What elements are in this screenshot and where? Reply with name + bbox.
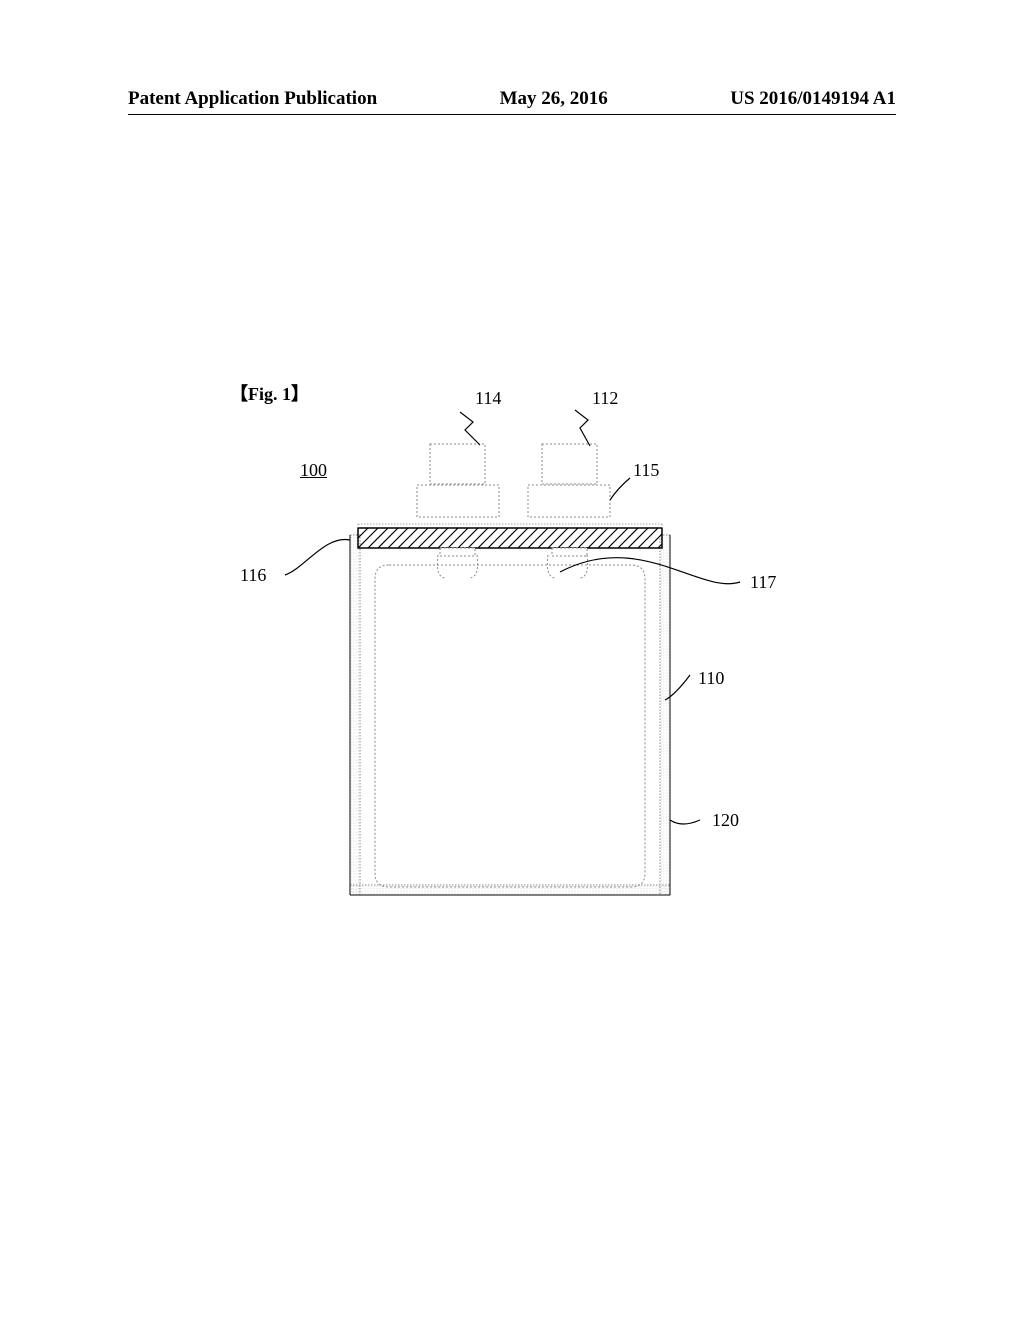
ref-110: 110 [698,668,724,689]
header-left: Patent Application Publication [128,88,377,110]
ref-115: 115 [633,460,659,481]
ref-120: 120 [712,810,739,831]
header-divider [128,114,896,115]
ref-116: 116 [240,565,266,586]
ref-112: 112 [592,388,618,409]
ref-100: 100 [300,460,327,481]
ref-117: 117 [750,572,776,593]
header-center: May 26, 2016 [500,88,608,110]
header-right: US 2016/0149194 A1 [730,88,896,110]
ref-114: 114 [475,388,501,409]
diagram-container: 100 114 112 115 116 117 110 120 [280,400,780,950]
bracket-left: 【 [230,384,248,404]
